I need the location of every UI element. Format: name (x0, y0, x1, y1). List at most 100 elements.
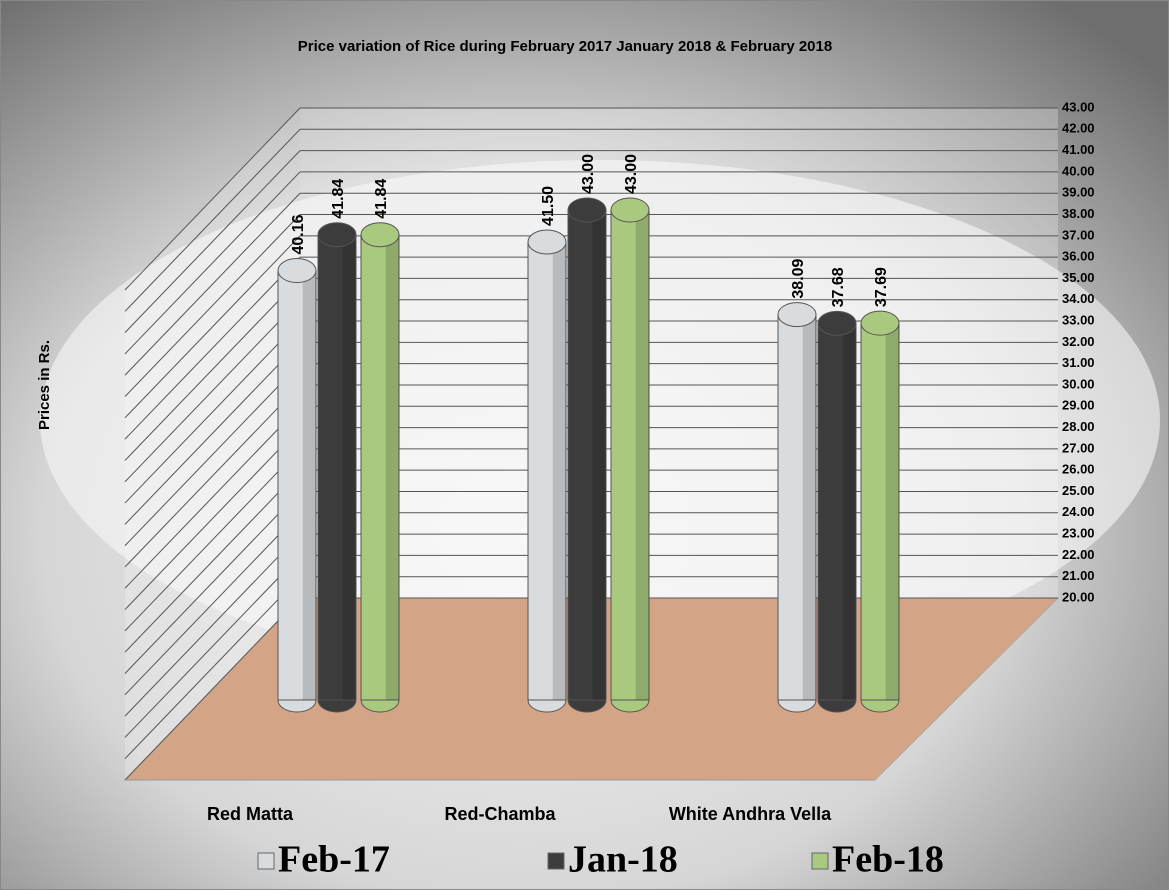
bar-top (610, 197, 650, 223)
legend-swatch (547, 852, 565, 870)
back-wall (300, 108, 1058, 598)
side-grid-line (124, 384, 301, 568)
legend-label: Jan-18 (568, 839, 678, 881)
value-label: 43.00 (580, 154, 597, 194)
side-grid-line (124, 235, 301, 419)
side-grid-line (124, 363, 301, 546)
value-label: 41.84 (373, 179, 390, 219)
bar-shade (802, 314, 816, 700)
side-grid-line (124, 171, 301, 355)
y-tick-label: 43.00 (1062, 99, 1095, 114)
side-grid-line (124, 214, 301, 397)
side-grid-line (124, 299, 301, 483)
y-tick-label: 37.00 (1062, 227, 1095, 242)
y-tick-label: 28.00 (1062, 419, 1095, 434)
bar (817, 310, 857, 713)
side-grid-line (124, 576, 301, 760)
bar-body (777, 314, 817, 701)
bar-body (817, 322, 857, 701)
bar-body (610, 209, 650, 701)
y-tick-label: 42.00 (1062, 121, 1095, 136)
bar-top (860, 310, 900, 336)
y-tick-label: 27.00 (1062, 440, 1095, 455)
side-grid-line (124, 107, 301, 291)
bar-top (277, 258, 317, 284)
y-tick-label: 22.00 (1062, 547, 1095, 562)
legend-swatch (257, 852, 275, 870)
side-grid-line (124, 491, 301, 674)
bar-shade (885, 323, 899, 700)
y-tick-label: 29.00 (1062, 398, 1095, 413)
bar (317, 222, 357, 713)
bar-top (777, 302, 817, 328)
side-grid-line (124, 342, 301, 525)
bar (360, 222, 400, 713)
y-tick-label: 23.00 (1062, 526, 1095, 541)
y-tick-label: 40.00 (1062, 163, 1095, 178)
value-label: 43.00 (623, 154, 640, 194)
bar-top (360, 222, 400, 248)
bar-body (527, 241, 567, 701)
bar (777, 302, 817, 713)
side-grid-line (124, 128, 301, 312)
bar-shade (385, 234, 399, 700)
y-tick-label: 38.00 (1062, 206, 1095, 221)
side-grid-line (124, 555, 301, 738)
bar-shade (635, 210, 649, 700)
bar-shade (342, 234, 356, 700)
legend-swatch (811, 852, 829, 870)
bar-top (817, 310, 857, 336)
chart-title: Price variation of Rice during February … (298, 38, 832, 55)
y-tick-label: 24.00 (1062, 504, 1095, 519)
bar-body (277, 270, 317, 701)
y-tick-label: 36.00 (1062, 249, 1095, 264)
side-grid-line (124, 512, 301, 696)
value-label: 41.50 (540, 186, 557, 226)
bar-shade (592, 210, 606, 700)
bar-body (567, 209, 607, 701)
y-tick-label: 39.00 (1062, 185, 1095, 200)
bar-top (317, 222, 357, 248)
x-tick-label: Red Matta (207, 804, 294, 824)
y-tick-label: 33.00 (1062, 312, 1095, 327)
bar-top (567, 197, 607, 223)
y-axis-label: Prices in Rs. (36, 340, 53, 430)
bar (277, 258, 317, 713)
value-label: 38.09 (790, 258, 807, 298)
bar (610, 197, 650, 713)
side-grid-line (124, 320, 301, 504)
side-grid-line (124, 405, 301, 589)
legend-label: Feb-18 (832, 839, 944, 881)
y-tick-label: 31.00 (1062, 355, 1095, 370)
bar (527, 229, 567, 713)
bar-shade (552, 241, 566, 700)
bar-shade (842, 323, 856, 700)
side-grid-line (124, 192, 301, 376)
y-tick-label: 34.00 (1062, 291, 1095, 306)
y-tick-label: 25.00 (1062, 483, 1095, 498)
side-grid-line (124, 448, 301, 632)
y-tick-label: 26.00 (1062, 462, 1095, 477)
side-grid-line (124, 256, 301, 440)
y-tick-label: 20.00 (1062, 589, 1095, 604)
bar-top (527, 229, 567, 255)
bar-body (860, 322, 900, 701)
y-tick-label: 41.00 (1062, 142, 1095, 157)
x-tick-label: White Andhra Vella (669, 804, 832, 824)
legend-label: Feb-17 (278, 839, 390, 881)
side-grid-line (124, 150, 301, 333)
bar-body (360, 234, 400, 701)
value-label: 37.68 (830, 267, 847, 307)
value-label: 40.16 (290, 214, 307, 254)
value-label: 37.69 (873, 267, 890, 307)
y-tick-label: 35.00 (1062, 270, 1095, 285)
y-tick-label: 32.00 (1062, 334, 1095, 349)
y-tick-label: 21.00 (1062, 568, 1095, 583)
bar (860, 310, 900, 713)
side-grid-line (124, 278, 301, 461)
bar-shade (302, 270, 316, 700)
side-grid-line (124, 427, 301, 610)
side-grid-line (124, 469, 301, 653)
y-tick-label: 30.00 (1062, 376, 1095, 391)
